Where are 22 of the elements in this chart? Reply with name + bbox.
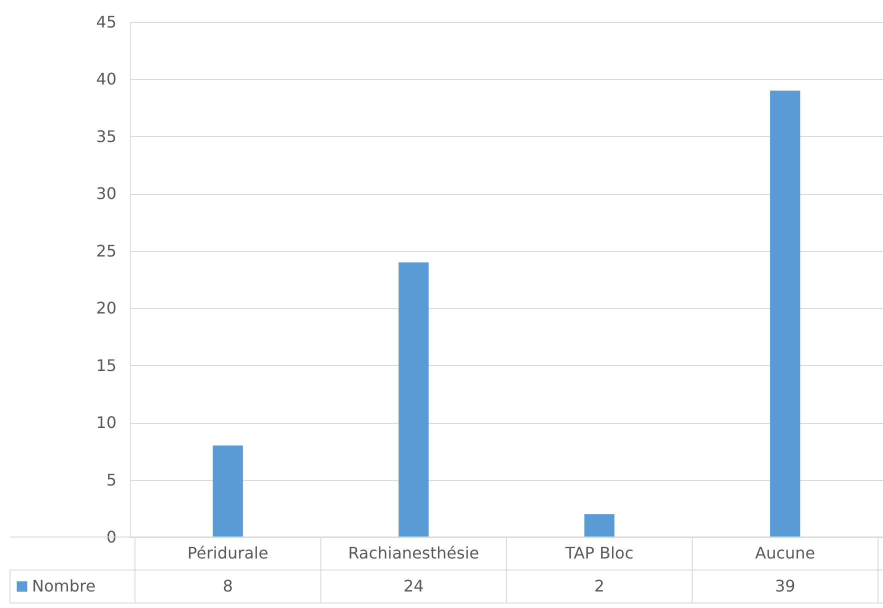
x-tick-label: Péridurale: [187, 544, 268, 562]
data-label: 8: [222, 576, 233, 596]
y-tick-label: 40: [96, 70, 116, 89]
y-tick-label: 20: [96, 298, 116, 318]
bar: [212, 445, 243, 537]
x-tick-label: Rachianesthésie: [348, 544, 480, 562]
x-tick-label: TAP Bloc: [564, 544, 634, 562]
x-tick-label: Aucune: [755, 544, 816, 562]
bar: [770, 90, 800, 537]
bar: [584, 514, 614, 537]
y-tick-label: 5: [106, 470, 116, 490]
data-label: 39: [774, 576, 796, 596]
y-tick-label: 10: [96, 413, 116, 432]
y-tick-label: 45: [96, 12, 116, 32]
y-tick-label: 15: [96, 356, 116, 375]
y-tick-label: 35: [96, 126, 116, 146]
y-tick-label: 25: [96, 241, 116, 260]
data-label: 2: [594, 576, 604, 596]
data-label: 24: [403, 576, 424, 596]
y-tick-label: 30: [96, 184, 116, 204]
bar: [398, 262, 429, 537]
legend-label: Nombre: [32, 576, 96, 596]
